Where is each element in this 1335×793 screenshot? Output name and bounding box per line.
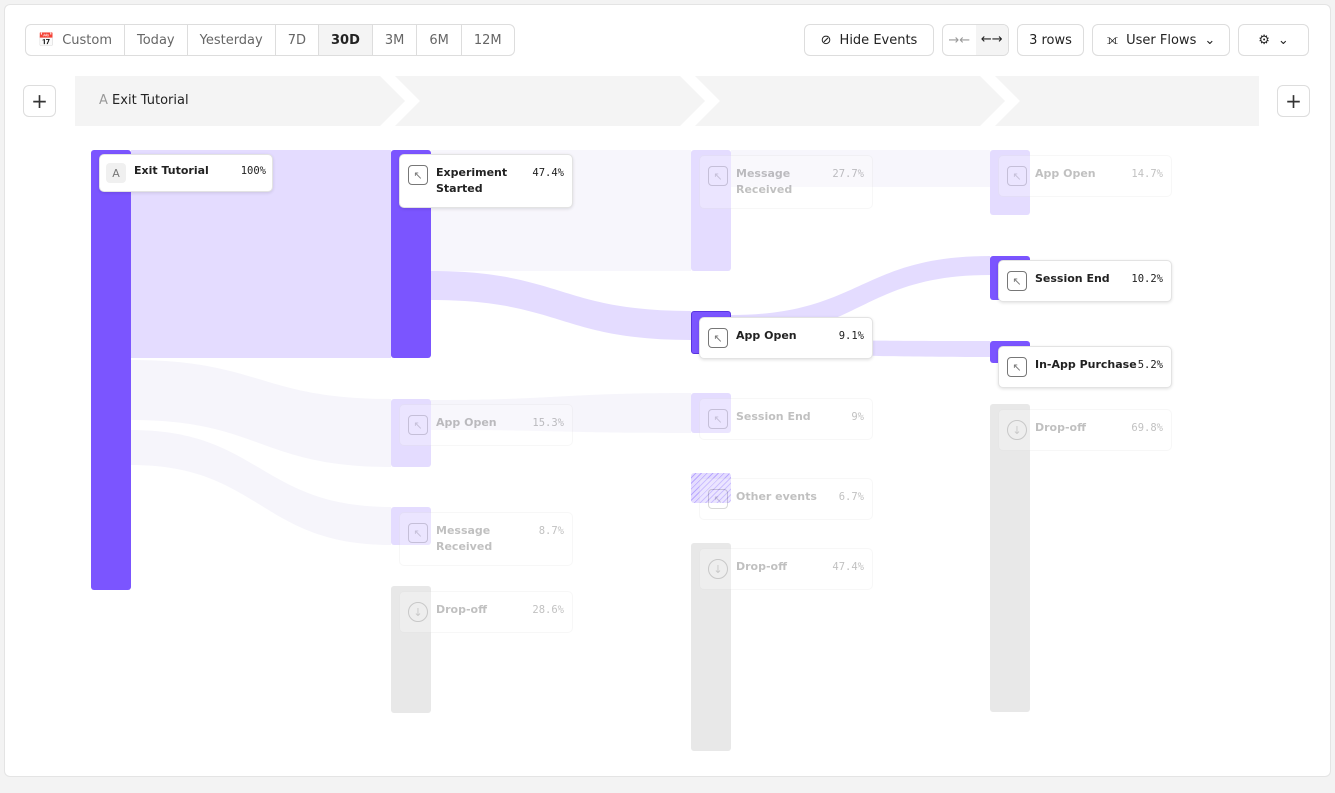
node-card[interactable]: ↖ Experiment Started 47.4% [399,154,573,208]
event-icon: ↖ [708,409,728,429]
step-4[interactable] [995,76,1259,126]
node-card[interactable]: ↖ App Open 14.7% [998,155,1172,197]
step-1-label: A Exit Tutorial [99,93,189,108]
node-card[interactable]: ↓ Drop-off 28.6% [399,591,573,633]
range-7d[interactable]: 7D [276,25,319,55]
range-30d[interactable]: 30D [319,25,373,55]
settings-dropdown[interactable]: ⚙ ⌄ [1238,24,1309,56]
event-icon: ↖ [408,165,428,185]
eye-off-icon: ⊘ [820,32,832,48]
node-card[interactable]: ↓ Drop-off 69.8% [998,409,1172,451]
chevron-down-icon: ⌄ [1204,32,1216,48]
step-2[interactable] [395,76,705,126]
event-icon: ↖ [408,523,428,543]
flows-chart-icon: ⟗ [1106,32,1119,48]
range-today[interactable]: Today [125,25,188,55]
step-1[interactable] [75,76,405,126]
gear-icon: ⚙ [1258,32,1270,48]
node-card[interactable]: ↖ Message Received 27.7% [699,155,873,209]
range-yesterday[interactable]: Yesterday [188,25,276,55]
node-card[interactable]: ↓ Drop-off 47.4% [699,548,873,590]
expand-collapse-toggle: →← ←→ [942,24,1009,56]
range-6m[interactable]: 6M [417,25,462,55]
rows-button[interactable]: 3 rows [1017,24,1084,56]
hide-events-button[interactable]: ⊘ Hide Events [804,24,934,56]
node-card[interactable]: ↖ Message Received 8.7% [399,512,573,566]
node-card[interactable]: ↖ Session End 10.2% [998,260,1172,302]
event-icon: ↖ [408,415,428,435]
node-card[interactable]: ↖ Other events 6.7% [699,478,873,520]
node-card[interactable]: A Exit Tutorial 100% [99,154,273,192]
flow-faint [731,150,990,187]
range-12m[interactable]: 12M [473,32,502,48]
event-icon: ↖ [1007,271,1027,291]
range-3m[interactable]: 3M [373,25,418,55]
date-range-selector: 📅 Custom Today Yesterday 7D 30D 3M 6M 12M [25,24,515,56]
flow-faint [131,360,391,467]
flow-faint [431,393,691,433]
node-card[interactable]: ↖ App Open 9.1% [699,317,873,359]
expand-icon[interactable]: ←→ [975,25,1008,55]
event-icon: ↖ [708,489,728,509]
node-bar-other[interactable] [691,473,731,503]
event-icon: ↖ [708,166,728,186]
flow-experiment-to-app-open [431,271,691,340]
step-3[interactable] [695,76,1005,126]
node-bar-exit-tutorial[interactable] [91,150,131,590]
dropoff-icon: ↓ [1007,420,1027,440]
event-icon: ↖ [1007,357,1027,377]
dropoff-icon: ↓ [408,602,428,622]
steps-header [75,76,1259,126]
add-step-before-button[interactable]: + [23,85,56,117]
add-step-after-button[interactable]: + [1277,85,1310,117]
node-bar[interactable] [691,150,731,271]
view-type-dropdown[interactable]: ⟗ User Flows ⌄ [1092,24,1230,56]
range-custom[interactable]: 📅 Custom [26,25,125,55]
event-icon: ↖ [708,328,728,348]
chevron-down-icon: ⌄ [1277,32,1289,48]
calendar-icon: 📅 [38,32,55,48]
node-bar-dropoff[interactable] [990,404,1030,712]
node-card[interactable]: ↖ App Open 15.3% [399,404,573,446]
dropoff-icon: ↓ [708,559,728,579]
node-card[interactable]: ↖ In-App Purchase 5.2% [998,346,1172,388]
collapse-icon[interactable]: →← [948,32,971,48]
flow-faint [131,430,391,545]
node-card[interactable]: ↖ Session End 9% [699,398,873,440]
node-bar-dropoff[interactable] [691,543,731,751]
event-icon: ↖ [1007,166,1027,186]
